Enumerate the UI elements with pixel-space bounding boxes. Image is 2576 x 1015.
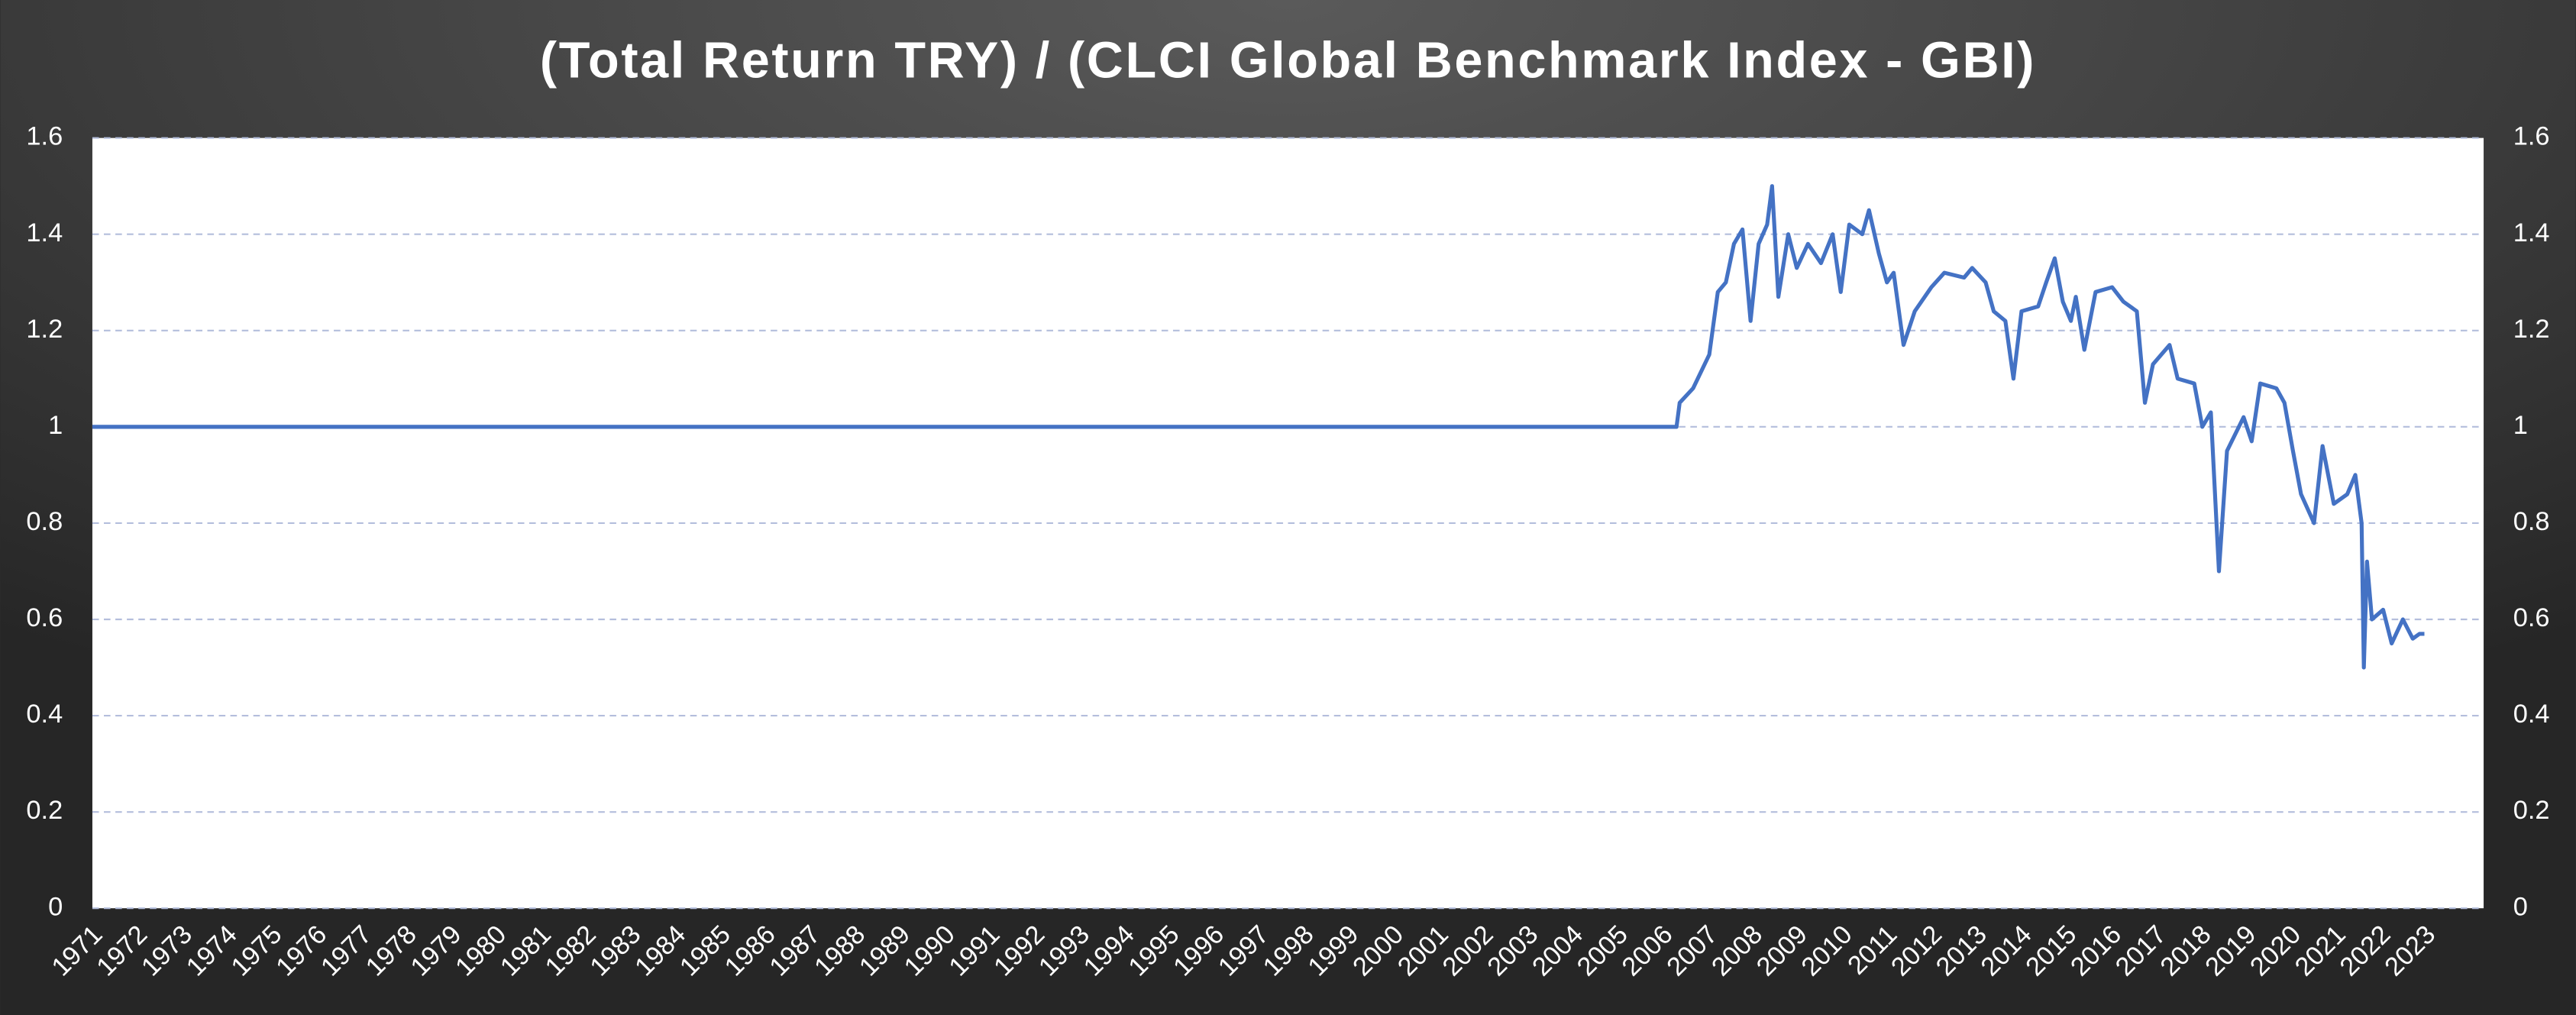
y-tick-label: 1.2 <box>26 315 63 344</box>
y2-tick-label: 1.2 <box>2513 315 2550 344</box>
y2-tick-label: 1.6 <box>2513 122 2550 151</box>
y2-tick-label: 0.4 <box>2513 700 2550 729</box>
y-tick-label: 1.4 <box>26 218 63 247</box>
y-tick-label: 1.6 <box>26 122 63 151</box>
y-tick-label: 1 <box>48 411 63 440</box>
data-line <box>92 184 2425 670</box>
y2-tick-label: 1 <box>2513 411 2528 440</box>
y2-tick-label: 0.8 <box>2513 507 2550 536</box>
y2-tick-label: 0.2 <box>2513 796 2550 825</box>
y2-tick-label: 0.6 <box>2513 603 2550 632</box>
y-tick-label: 0.2 <box>26 796 63 825</box>
y-tick-label: 0.8 <box>26 507 63 536</box>
y2-tick-label: 1.4 <box>2513 218 2550 247</box>
y2-tick-label: 0 <box>2513 892 2528 921</box>
y-tick-label: 0 <box>48 892 63 921</box>
y-tick-label: 0.6 <box>26 603 63 632</box>
y-tick-label: 0.4 <box>26 700 63 729</box>
chart-title: (Total Return TRY) / (CLCI Global Benchm… <box>540 32 2036 89</box>
